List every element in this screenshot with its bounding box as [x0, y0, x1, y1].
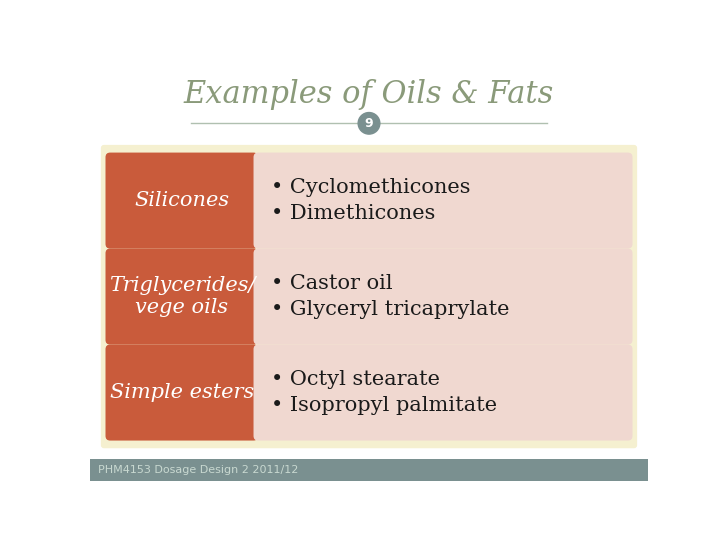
Text: Examples of Oils & Fats: Examples of Oils & Fats — [184, 78, 554, 110]
Text: Triglycerides/
vege oils: Triglycerides/ vege oils — [109, 276, 255, 317]
Text: • Cyclomethicones
• Dimethicones: • Cyclomethicones • Dimethicones — [271, 178, 470, 224]
FancyBboxPatch shape — [106, 248, 258, 345]
Text: PHM4153 Dosage Design 2 2011/12: PHM4153 Dosage Design 2 2011/12 — [98, 465, 298, 475]
FancyBboxPatch shape — [253, 153, 632, 248]
Text: • Octyl stearate
• Isopropyl palmitate: • Octyl stearate • Isopropyl palmitate — [271, 370, 497, 415]
FancyBboxPatch shape — [106, 153, 258, 248]
Text: 9: 9 — [365, 117, 373, 130]
Text: • Castor oil
• Glyceryl tricaprylate: • Castor oil • Glyceryl tricaprylate — [271, 274, 509, 319]
FancyBboxPatch shape — [90, 459, 648, 481]
Text: Silicones: Silicones — [134, 191, 230, 210]
Text: Simple esters: Simple esters — [109, 383, 254, 402]
FancyBboxPatch shape — [101, 145, 637, 448]
FancyBboxPatch shape — [253, 248, 632, 345]
Circle shape — [358, 112, 380, 134]
FancyBboxPatch shape — [106, 345, 258, 441]
FancyBboxPatch shape — [253, 345, 632, 441]
